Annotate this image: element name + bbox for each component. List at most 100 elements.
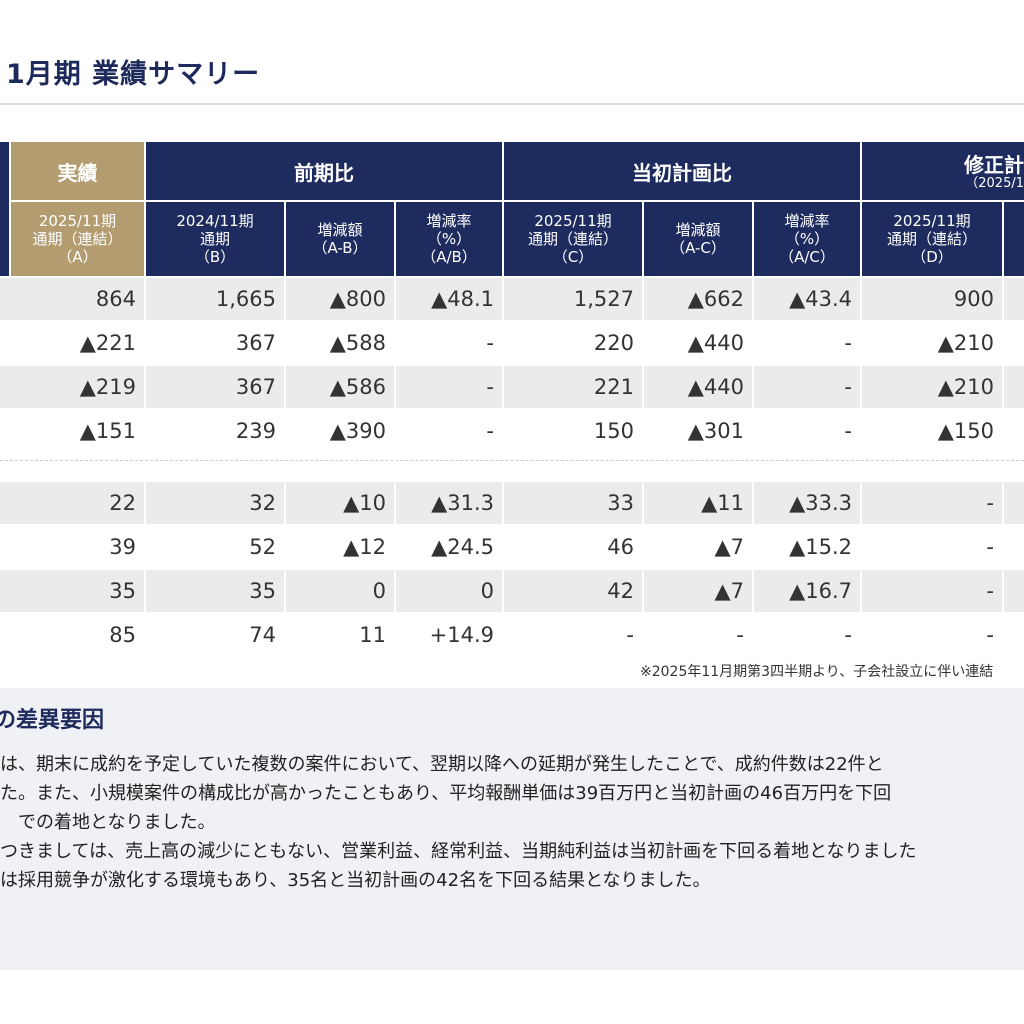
table-cell: 35 [109,579,136,603]
table-cell: 900 [953,287,994,311]
table-cell: ▲48.1 [431,287,494,311]
variance-text-line: での着地となりました。 [18,812,216,833]
table-row [0,366,1024,408]
table-cell: ▲33.3 [789,491,852,515]
revised-plan-label: 修正計 [964,153,1024,177]
table-cell: ▲662 [687,287,744,311]
table-cell: - [844,331,852,355]
column-separator [860,278,862,656]
variance-heading-text: 差異要因 [16,708,105,733]
table-cell: ▲24.5 [431,535,494,559]
table-cell: 220 [593,331,634,355]
table-cell: 1,665 [215,287,276,311]
column-separator [752,278,754,656]
variance-heading: の差異要因 [0,702,104,734]
column-header-5: 2025/11期 通期（連結） （C） [504,202,642,276]
table-cell: 39 [109,535,136,559]
table-cell: ▲440 [687,331,744,355]
table-cell: ▲390 [329,419,386,443]
table-cell: ▲221 [79,331,136,355]
table-cell: ▲588 [329,331,386,355]
table-cell: 864 [95,287,136,311]
table-cell: 74 [249,623,276,647]
column-separator [284,278,286,656]
table-cell: 32 [249,491,276,515]
table-cell: ▲440 [687,375,744,399]
table-cell: ▲219 [79,375,136,399]
table-cell: ▲301 [687,419,744,443]
table-cell: ▲43.4 [789,287,852,311]
column-header-3: 増減額 （A-B） [286,202,394,276]
column-separator [502,278,504,656]
table-left-stub [0,142,9,276]
table-cell: 85 [109,623,136,647]
table-cell: ▲800 [329,287,386,311]
column-separator [1002,278,1004,656]
table-cell: ▲31.3 [431,491,494,515]
table-cell: - [626,623,634,647]
title-divider [0,103,1024,105]
table-footnote: ※2025年11月期第3四半期より、子会社設立に伴い連結 [640,664,994,680]
table-cell: 367 [235,331,276,355]
table-cell: - [844,623,852,647]
variance-text-line: は、期末に成約を予定していた複数の案件において、翌期以降への延期が発生したことで… [0,754,884,775]
group-header-initial-plan: 当初計画比 [504,142,860,200]
table-cell: ▲151 [79,419,136,443]
table-cell: - [844,375,852,399]
column-header-edge [1004,202,1024,276]
table-cell: ▲7 [714,579,744,603]
table-cell: - [736,623,744,647]
group-header-prev-year: 前期比 [146,142,502,200]
table-cell: ▲12 [343,535,386,559]
table-cell: 367 [235,375,276,399]
column-separator [642,278,644,656]
table-cell: ▲210 [937,375,994,399]
table-cell: 42 [607,579,634,603]
table-cell: 46 [607,535,634,559]
column-header-7: 増減率 （%） （A/C） [754,202,860,276]
column-separator [394,278,396,656]
table-row [0,278,1024,320]
variance-text-line: た。また、小規模案件の構成比が高かったこともあり、平均報酬単価は39百万円と当初… [0,783,892,804]
table-cell: 221 [593,375,634,399]
column-separator [144,278,146,656]
table-cell: - [486,331,494,355]
revised-plan-sublabel: （2025/1 [965,176,1024,191]
table-cell: 33 [607,491,634,515]
group-header-revised-plan: 修正計 （2025/1 [862,142,1024,200]
column-header-6: 増減額 （A-C） [644,202,752,276]
table-row [0,482,1024,524]
table-cell: 0 [372,579,386,603]
table-cell: - [986,491,994,515]
column-header-2: 2024/11期 通期 （B） [146,202,284,276]
table-cell: 1,527 [573,287,634,311]
summary-table: 実績 前期比 当初計画比 修正計 （2025/1 2025/11期 通期（連結）（… [0,142,1024,680]
variance-text-line: は採用競争が激化する環境もあり、35名と当初計画の42名を下回る結果となりました… [0,870,711,891]
table-cell: ▲11 [701,491,744,515]
column-header-1: 2025/11期 通期（連結） （A） [11,202,144,276]
table-cell: +14.9 [429,623,494,647]
table-cell: 22 [109,491,136,515]
table-cell: - [986,535,994,559]
table-cell: 52 [249,535,276,559]
table-cell: - [986,579,994,603]
table-cell: - [844,419,852,443]
variance-text-line: つきましては、売上高の減少にともない、営業利益、経常利益、当期純利益は当初計画を… [0,841,917,862]
column-header-4: 増減率 （%） （A/B） [396,202,502,276]
table-cell: ▲150 [937,419,994,443]
table-cell: ▲586 [329,375,386,399]
table-cell: 11 [359,623,386,647]
table-cell: ▲7 [714,535,744,559]
table-row [0,570,1024,612]
page-title: 1月期 業績サマリー [6,59,261,90]
table-cell: ▲15.2 [789,535,852,559]
table-cell: ▲10 [343,491,386,515]
table-cell: - [486,375,494,399]
variance-heading-prefix: の [0,708,17,733]
variance-panel: の差異要因 は、期末に成約を予定していた複数の案件において、翌期以降への延期が発… [0,688,1024,970]
group-header-actual: 実績 [11,142,144,200]
table-cell: ▲16.7 [789,579,852,603]
table-cell: 35 [249,579,276,603]
table-cell: - [486,419,494,443]
table-cell: 239 [235,419,276,443]
